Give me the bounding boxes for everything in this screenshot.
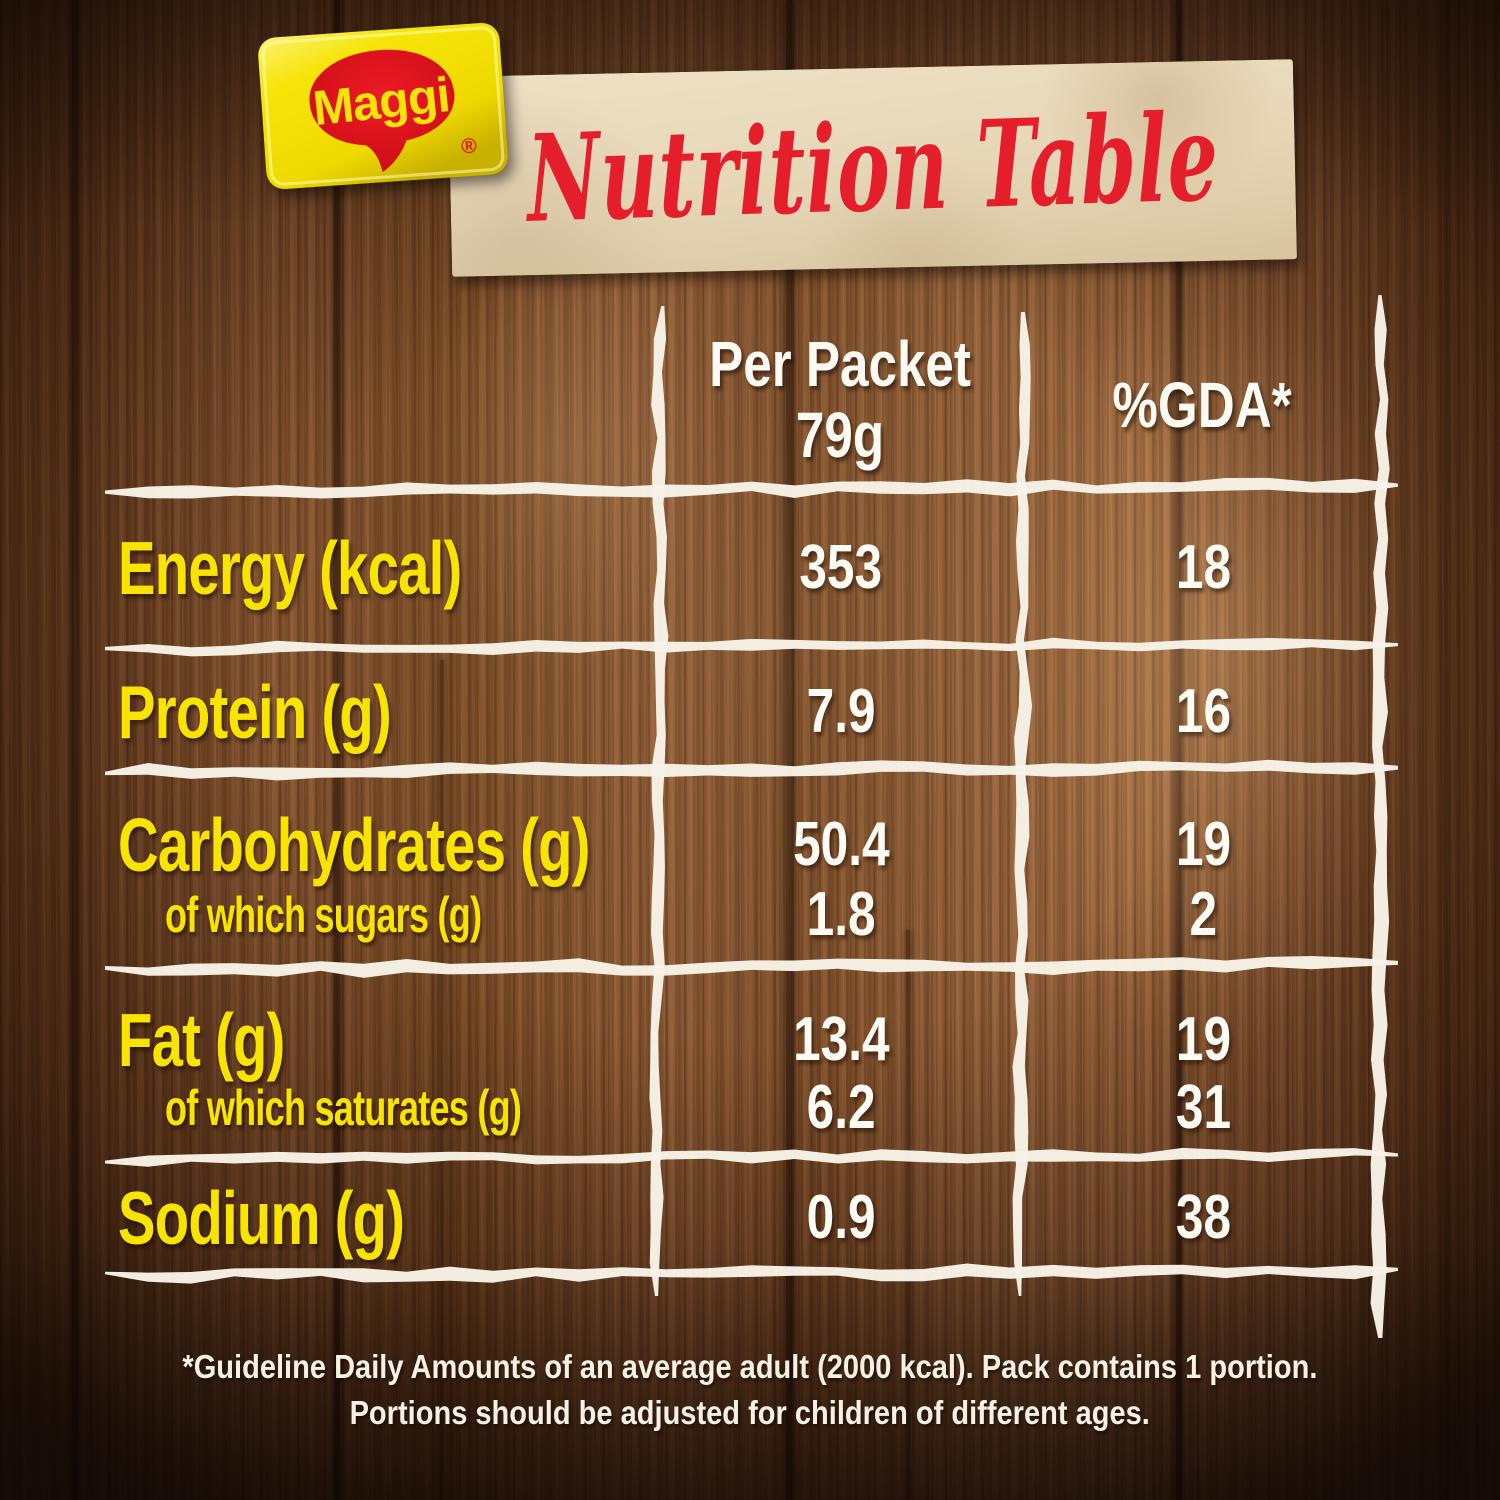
row-value: 0.9 [662, 1181, 1020, 1255]
row-value: 6.2 [662, 1071, 1020, 1145]
col-header-gda-text: %GDA* [1112, 369, 1293, 441]
row-label: of which saturates (g) [165, 1077, 660, 1139]
row-gda-text: 16 [1175, 677, 1231, 746]
row-gda: 31 [1028, 1071, 1378, 1145]
row-label-text: of which sugars (g) [165, 887, 482, 943]
plank-seam [1446, 0, 1450, 1500]
maggi-logo: Maggi ® [253, 17, 514, 194]
plank-seam [72, 0, 78, 1500]
row-gda: 19 [1028, 808, 1378, 882]
row-gda-text: 18 [1175, 533, 1231, 602]
row-value-text: 1.8 [806, 880, 876, 949]
row-value: 13.4 [662, 1003, 1020, 1077]
page-title: Nutrition Table [525, 86, 1220, 250]
row-value-text: 0.9 [806, 1183, 876, 1252]
row-value: 7.9 [662, 675, 1020, 749]
col-header-per-packet-line2: 79g [795, 399, 885, 471]
row-label: Sodium (g) [118, 1174, 500, 1262]
row-gda: 18 [1028, 531, 1378, 605]
row-label: Protein (g) [118, 668, 482, 756]
row-label: Fat (g) [118, 996, 340, 1084]
row-gda: 38 [1028, 1181, 1378, 1255]
row-label-text: Fat (g) [118, 998, 285, 1082]
logo-red-blob [309, 49, 455, 173]
paper-banner: Nutrition Table [447, 59, 1298, 277]
row-label-text: Sodium (g) [118, 1176, 405, 1260]
row-label: Carbohydrates (g) [118, 801, 747, 889]
row-gda-text: 19 [1175, 810, 1231, 879]
row-gda-text: 19 [1175, 1005, 1231, 1074]
row-value-text: 50.4 [792, 810, 890, 879]
col-header-gda: %GDA* [1025, 370, 1380, 441]
row-label: of which sugars (g) [165, 884, 604, 946]
row-gda-text: 2 [1189, 880, 1217, 949]
row-gda-text: 38 [1175, 1183, 1231, 1252]
row-gda: 2 [1028, 878, 1378, 952]
footnote-line2: Portions should be adjusted for children… [349, 1394, 1151, 1431]
footnote-line1: *Guideline Daily Amounts of an average a… [182, 1348, 1318, 1385]
row-label-text: of which saturates (g) [165, 1080, 522, 1136]
row-value-text: 7.9 [806, 677, 876, 746]
registered-mark-icon: ® [461, 135, 479, 159]
row-gda: 16 [1028, 675, 1378, 749]
row-label-text: Protein (g) [118, 670, 392, 754]
row-label: Energy (kcal) [118, 524, 576, 612]
logo-plate-bevel [261, 26, 505, 186]
row-value-text: 13.4 [792, 1005, 890, 1074]
col-header-per-packet: Per Packet 79g [660, 329, 1020, 471]
row-value: 353 [662, 531, 1020, 605]
row-label-text: Energy (kcal) [118, 526, 462, 610]
row-value: 1.8 [662, 878, 1020, 952]
row-value-text: 353 [799, 533, 883, 602]
row-value: 50.4 [662, 808, 1020, 882]
row-value-text: 6.2 [806, 1073, 876, 1142]
col-header-per-packet-line1: Per Packet [709, 328, 971, 400]
footnote: *Guideline Daily Amounts of an average a… [0, 1344, 1500, 1436]
row-gda-text: 31 [1175, 1073, 1231, 1142]
row-label-text: Carbohydrates (g) [118, 803, 590, 887]
row-gda: 19 [1028, 1003, 1378, 1077]
